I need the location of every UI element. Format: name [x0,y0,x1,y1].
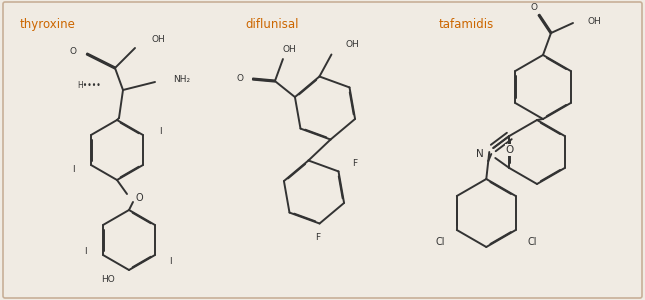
Text: NH₂: NH₂ [173,76,190,85]
Text: OH: OH [346,40,359,49]
Text: Cl: Cl [528,237,537,247]
Text: I: I [84,247,87,256]
Text: thyroxine: thyroxine [19,18,75,31]
Text: O: O [505,145,513,155]
Text: O: O [135,193,143,203]
Text: F: F [315,233,320,242]
Text: O: O [237,74,244,82]
Text: O: O [530,2,537,11]
Text: tafamidis: tafamidis [439,18,494,31]
Text: OH: OH [151,35,164,44]
Text: diflunisal: diflunisal [245,18,299,31]
Text: I: I [169,256,172,266]
Text: OH: OH [282,45,296,54]
Text: OH: OH [587,16,600,26]
Text: N: N [475,149,483,159]
Text: I: I [72,164,75,173]
Text: Cl: Cl [435,237,445,247]
Text: HO: HO [101,275,115,284]
Text: F: F [353,159,357,168]
Text: H••••: H•••• [77,82,101,91]
Text: O: O [70,46,77,56]
Text: I: I [159,127,162,136]
